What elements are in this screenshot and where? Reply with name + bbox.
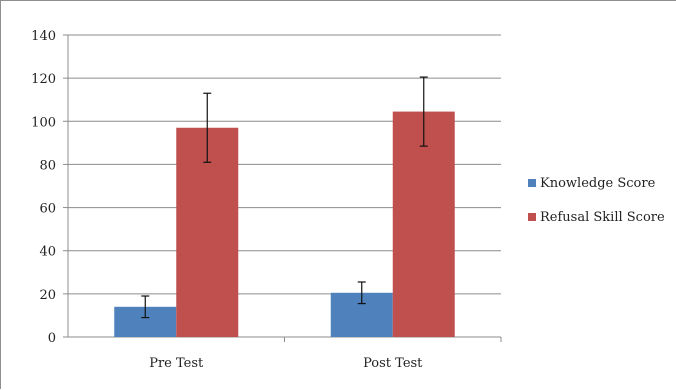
y-tick-label: 40 — [39, 245, 56, 260]
y-tick-labels: 0 20 40 60 80 100 120 140 — [31, 29, 56, 346]
bar — [392, 111, 455, 337]
legend: Knowledge Score Refusal Skill Score — [528, 176, 665, 225]
legend-label: Knowledge Score — [540, 176, 656, 191]
y-tick-label: 120 — [31, 72, 56, 87]
gridlines — [68, 34, 501, 295]
x-category-label: Post Test — [363, 356, 423, 371]
legend-swatch — [528, 179, 536, 187]
legend-label: Refusal Skill Score — [540, 210, 665, 225]
x-category-label: Pre Test — [149, 356, 204, 371]
y-tick-label: 140 — [31, 29, 56, 44]
x-category-labels: Pre Test Post Test — [149, 356, 423, 371]
error-bars — [141, 76, 428, 319]
y-tick-label: 100 — [31, 115, 56, 130]
y-tick-label: 80 — [39, 158, 56, 173]
legend-swatch — [528, 213, 536, 221]
y-tick-label: 60 — [39, 202, 56, 217]
bars — [114, 111, 455, 337]
y-tick-label: 0 — [48, 331, 56, 346]
y-tick-label: 20 — [39, 288, 56, 303]
